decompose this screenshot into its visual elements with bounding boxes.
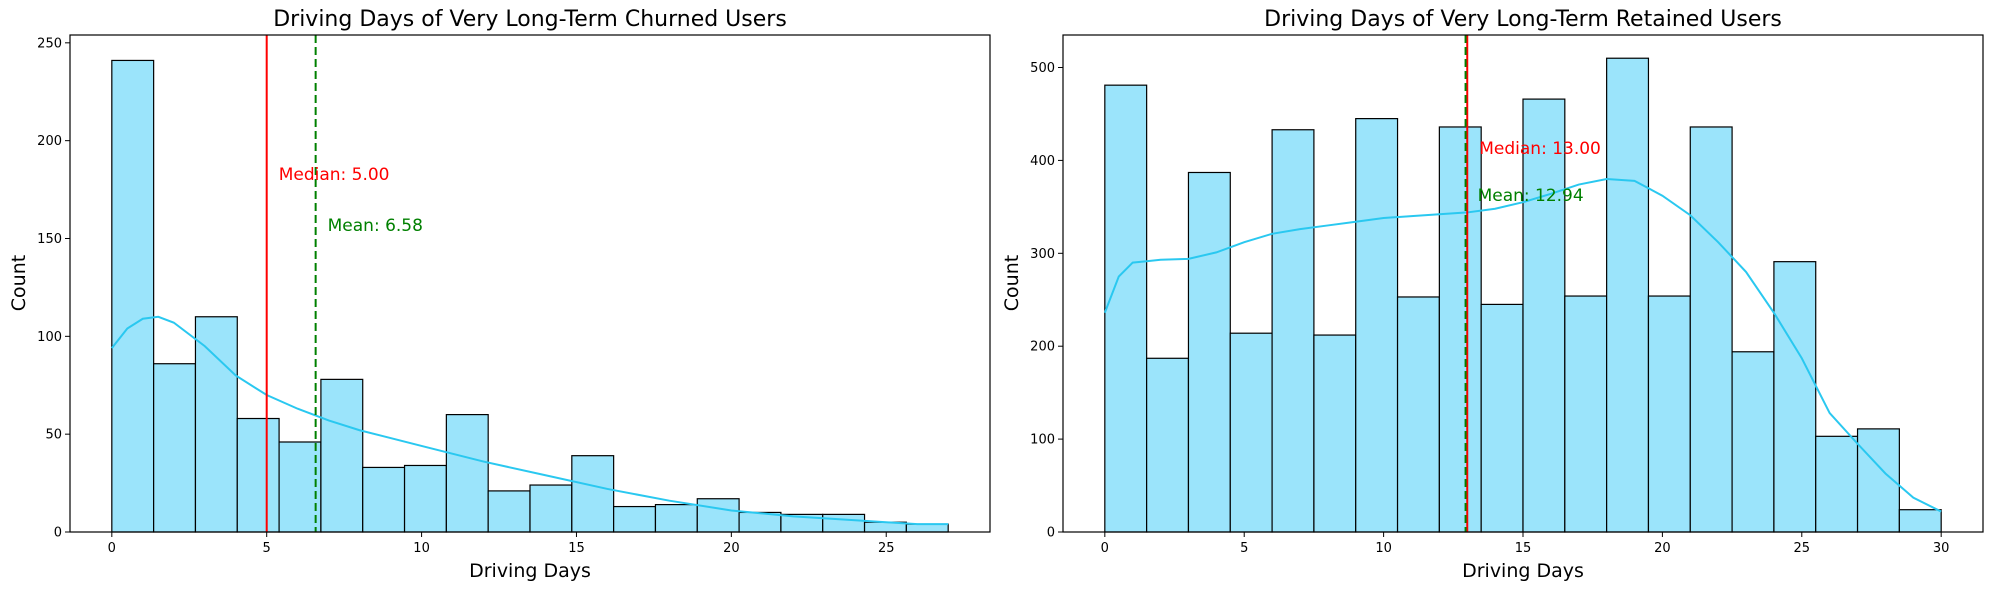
y-axis-label: Count: [8, 255, 30, 311]
histogram-bar: [1146, 357, 1190, 533]
x-tick-label: 20: [1654, 541, 1671, 556]
histogram-bar: [654, 504, 698, 533]
x-tick-label: 5: [263, 541, 271, 556]
y-tick-label: 100: [1030, 433, 1055, 448]
x-tick-label: 10: [1375, 541, 1392, 556]
x-axis-label: Driving Days: [469, 560, 591, 582]
x-tick-label: 25: [1794, 541, 1811, 556]
x-tick-label: 30: [1933, 541, 1950, 556]
y-tick-label: 250: [37, 36, 62, 51]
histogram-bar: [1647, 295, 1691, 533]
y-tick-label: 500: [1030, 61, 1055, 76]
median-annotation: Median: 13.00: [1479, 139, 1601, 159]
kde-curve: [111, 315, 949, 526]
x-axis-label: Driving Days: [1462, 560, 1584, 582]
y-tick-label: 50: [45, 428, 62, 443]
chart-title: Driving Days of Very Long-Term Retained …: [1264, 7, 1782, 32]
chart-retained-users: Driving Days of Very Long-Term Retained …: [1001, 7, 1984, 582]
histogram-bar: [696, 498, 740, 533]
histogram-bar: [487, 490, 531, 533]
y-tick-label: 200: [1030, 340, 1055, 355]
y-tick-label: 0: [1047, 526, 1055, 541]
histogram-bar: [1104, 84, 1148, 533]
histogram-bar: [1606, 57, 1650, 533]
x-tick-label: 0: [108, 541, 116, 556]
histogram-bar: [613, 505, 657, 533]
histogram-bar: [278, 441, 322, 533]
histogram-bar: [1522, 98, 1566, 533]
y-tick-label: 0: [54, 526, 62, 541]
histogram-bar: [1731, 351, 1775, 533]
x-tick-label: 25: [878, 541, 895, 556]
y-tick-label: 300: [1030, 247, 1055, 262]
histogram-bar: [1480, 303, 1524, 533]
y-tick-label: 100: [37, 330, 62, 345]
y-axis-label: Count: [1001, 255, 1023, 311]
histogram-bar: [571, 455, 615, 533]
histogram-bar: [194, 316, 238, 533]
histogram-bar: [111, 59, 155, 533]
x-tick-label: 0: [1101, 541, 1109, 556]
histogram-bar: [1564, 295, 1608, 533]
histogram-bar: [1815, 435, 1859, 533]
mean-annotation: Mean: 12.94: [1478, 186, 1584, 206]
histogram-bar: [1689, 126, 1733, 533]
x-tick-label: 10: [413, 541, 430, 556]
x-tick-label: 20: [723, 541, 740, 556]
histogram-bar: [1229, 332, 1273, 533]
y-tick-label: 200: [37, 134, 62, 149]
histogram-bar: [445, 413, 489, 533]
histogram-bar: [1271, 129, 1315, 533]
median-annotation: Median: 5.00: [279, 165, 390, 185]
chart-title: Driving Days of Very Long-Term Churned U…: [273, 7, 787, 32]
histogram-bar: [236, 417, 280, 533]
histogram-bar: [403, 464, 447, 533]
x-tick-label: 15: [1515, 541, 1532, 556]
plot-frame: [69, 34, 991, 533]
y-tick-label: 400: [1030, 154, 1055, 169]
histogram-bar: [1773, 261, 1817, 533]
x-tick-label: 5: [1240, 541, 1248, 556]
kde-curve: [1103, 177, 1942, 513]
histogram-bar: [1187, 171, 1231, 533]
histogram-bar: [905, 523, 949, 533]
histogram-bar: [362, 466, 406, 533]
histogram-bar: [1898, 509, 1942, 533]
histogram-bar: [1438, 126, 1482, 533]
y-tick-label: 150: [37, 232, 62, 247]
histogram-bar: [1313, 334, 1357, 533]
histogram-bar: [1396, 296, 1440, 533]
histogram-bar: [822, 513, 866, 533]
chart-churned-users: Driving Days of Very Long-Term Churned U…: [8, 7, 991, 582]
histogram-bar: [320, 378, 364, 533]
mean-annotation: Mean: 6.58: [328, 216, 423, 236]
x-tick-label: 15: [568, 541, 585, 556]
histogram-bar: [1355, 118, 1399, 533]
histogram-bar: [153, 363, 197, 533]
histogram-bar: [529, 484, 573, 533]
